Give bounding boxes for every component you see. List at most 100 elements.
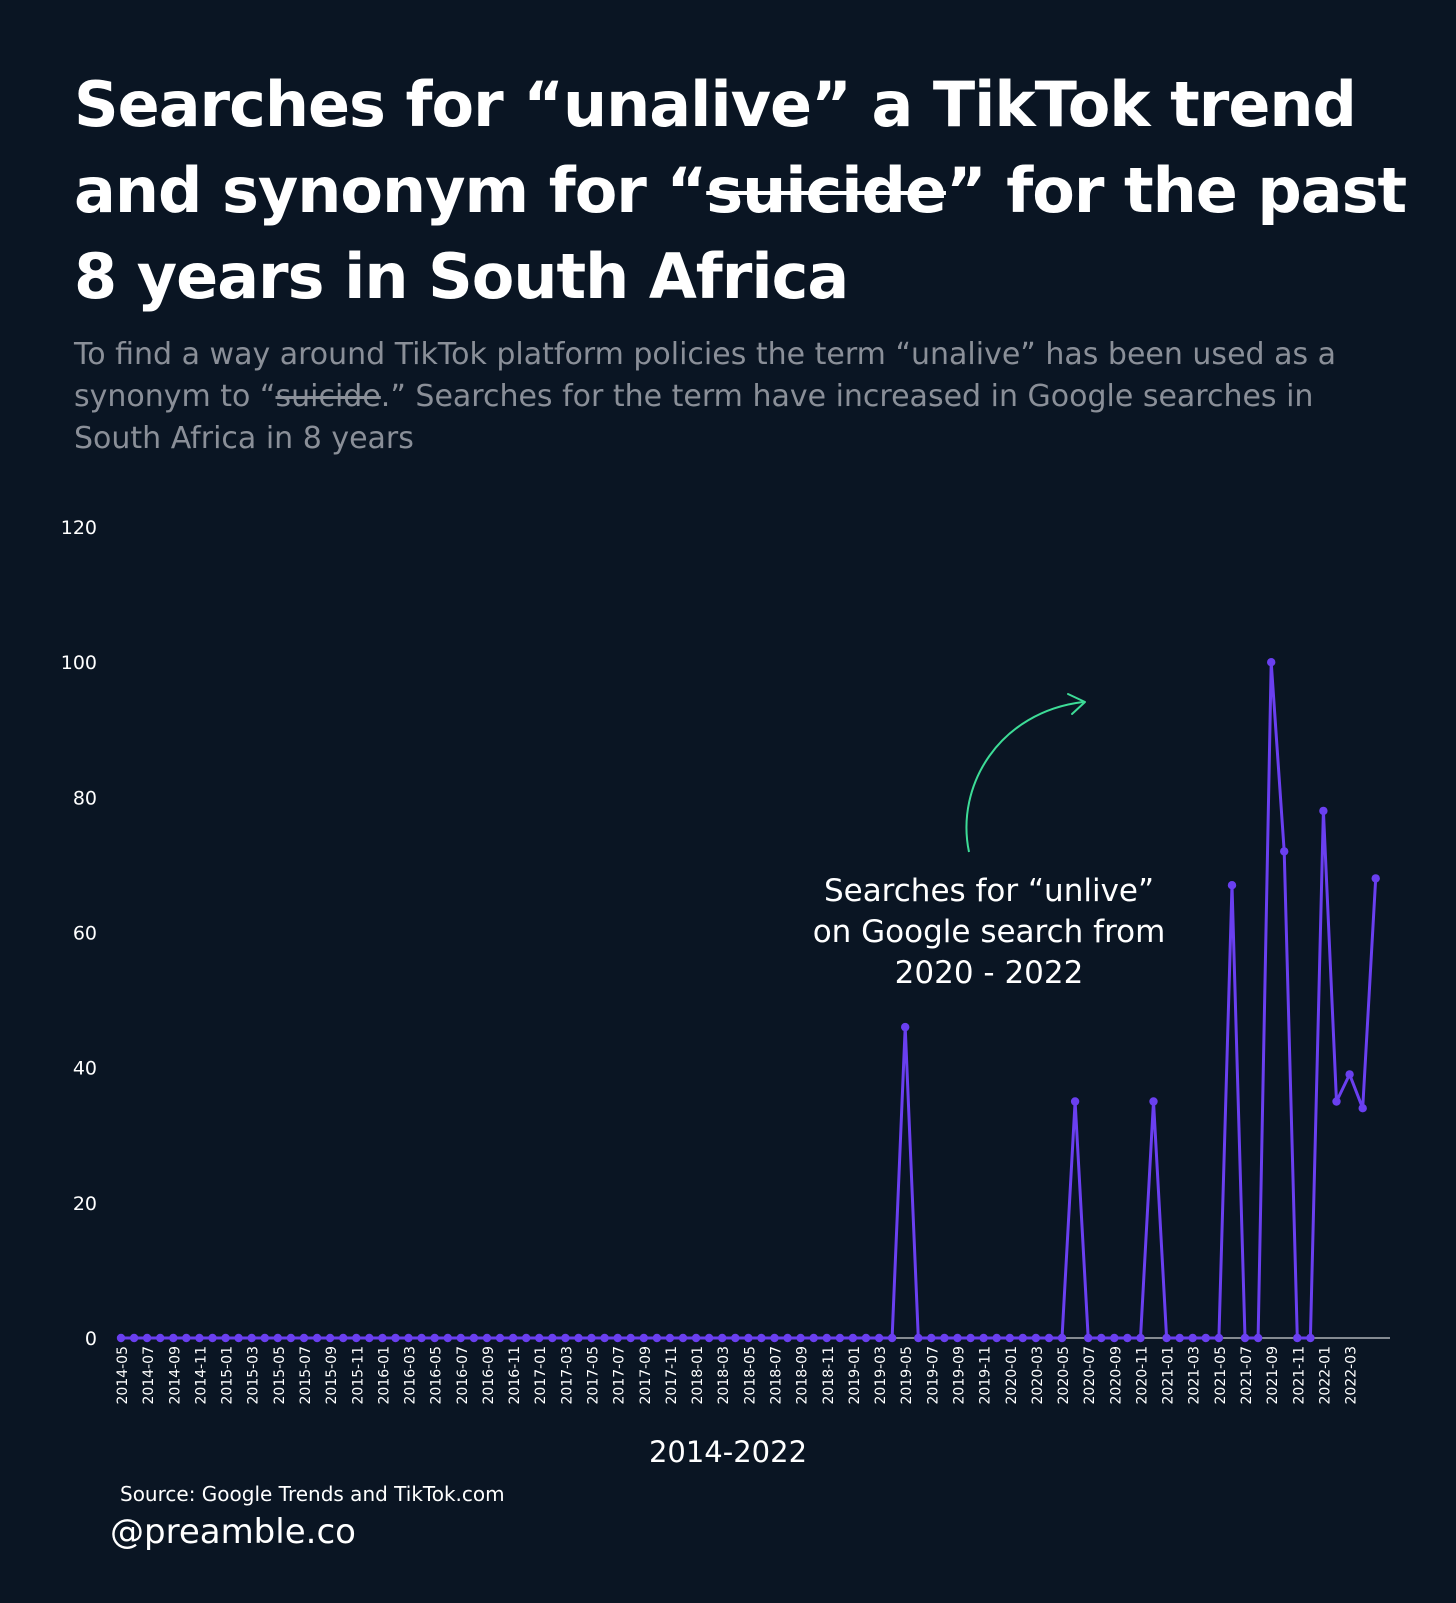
data-point — [992, 1333, 1001, 1343]
y-axis: 0 20 40 60 80 100 120 — [61, 517, 97, 1350]
y-tick-label: 40 — [73, 1058, 97, 1080]
annotation-line-2: on Google search from — [813, 914, 1166, 950]
y-tick-label: 60 — [73, 923, 97, 945]
x-tick-label: 2018-07 — [769, 1346, 785, 1405]
data-point — [548, 1333, 557, 1343]
x-tick-label: 2020-01 — [1004, 1346, 1020, 1405]
data-point — [796, 1333, 805, 1343]
title-strikethrough-word: suicide — [706, 154, 947, 227]
data-point — [901, 1022, 910, 1032]
data-point — [156, 1333, 165, 1343]
data-point — [1253, 1333, 1263, 1343]
x-tick-label: 2016-03 — [403, 1346, 419, 1405]
x-tick-label: 2021-01 — [1161, 1346, 1177, 1405]
x-tick-label: 2020-03 — [1030, 1346, 1046, 1405]
x-tick-label: 2014-11 — [193, 1346, 209, 1405]
data-point — [260, 1333, 269, 1343]
x-tick-label: 2019-03 — [873, 1346, 889, 1405]
data-point — [182, 1333, 191, 1343]
data-point — [613, 1333, 622, 1343]
x-tick-label: 2018-05 — [742, 1346, 758, 1405]
data-point — [129, 1333, 139, 1343]
data-point — [273, 1333, 282, 1343]
data-point — [691, 1333, 701, 1343]
data-point — [417, 1333, 426, 1343]
x-tick-label: 2020-05 — [1056, 1346, 1072, 1405]
x-tick-label: 2015-11 — [350, 1346, 366, 1405]
data-point — [247, 1333, 256, 1343]
x-tick-label: 2016-09 — [481, 1346, 497, 1405]
x-tick-label: 2018-09 — [795, 1346, 811, 1405]
data-point — [940, 1333, 949, 1343]
subtitle-text: To find a way around TikTok platform pol… — [74, 337, 1337, 414]
data-point — [731, 1333, 740, 1343]
data-point — [116, 1333, 126, 1343]
x-tick-label: 2019-07 — [925, 1346, 941, 1405]
data-point — [822, 1333, 831, 1343]
data-point — [495, 1333, 505, 1343]
data-point — [352, 1333, 361, 1343]
y-tick-label: 120 — [61, 517, 97, 539]
x-tick-label: 2016-07 — [455, 1346, 471, 1405]
x-tick-label: 2015-03 — [246, 1346, 262, 1405]
annotation-arrow — [965, 701, 1084, 853]
data-point — [195, 1333, 204, 1343]
data-point — [286, 1333, 296, 1343]
data-point — [1084, 1333, 1093, 1343]
data-point — [600, 1333, 609, 1343]
x-tick-label: 2016-11 — [507, 1346, 523, 1405]
x-tick-label: 2014-05 — [115, 1346, 131, 1405]
x-tick-label: 2017-11 — [664, 1346, 680, 1405]
data-point — [979, 1333, 988, 1343]
x-tick-label: 2021-09 — [1265, 1346, 1281, 1405]
x-tick-label: 2014-07 — [141, 1346, 157, 1405]
brand-handle: @preamble.co — [110, 1512, 356, 1552]
source-note: Source: Google Trends and TikTok.com — [120, 1482, 505, 1506]
x-tick-label: 2020-09 — [1108, 1346, 1124, 1405]
x-tick-label: 2021-05 — [1213, 1346, 1229, 1405]
subtitle-strikethrough-word: suicide — [275, 379, 381, 414]
x-tick-label: 2018-11 — [821, 1346, 837, 1405]
data-point — [718, 1333, 727, 1343]
data-point — [966, 1333, 975, 1343]
x-tick-label: 2018-03 — [716, 1346, 732, 1405]
data-point — [1267, 658, 1276, 667]
data-point — [1057, 1333, 1067, 1343]
x-tick-label: 2019-11 — [978, 1346, 994, 1405]
x-tick-label: 2016-01 — [376, 1346, 392, 1405]
x-tick-label: 2019-01 — [847, 1346, 863, 1405]
data-point — [1123, 1333, 1132, 1343]
data-point — [339, 1333, 348, 1343]
data-point — [809, 1333, 818, 1343]
data-point — [482, 1333, 492, 1343]
data-point — [561, 1333, 570, 1343]
data-point — [1175, 1333, 1184, 1343]
data-point — [1280, 847, 1289, 856]
data-point — [1227, 881, 1237, 890]
x-tick-label: 2019-09 — [951, 1346, 967, 1405]
x-tick-label: 2017-01 — [533, 1346, 549, 1405]
data-point — [770, 1333, 779, 1343]
data-points — [116, 658, 1380, 1343]
data-point — [1031, 1333, 1041, 1343]
x-tick-label: 2017-07 — [612, 1346, 628, 1405]
data-point — [1319, 806, 1328, 816]
annotation-line-1: Searches for “unlive” — [824, 873, 1154, 909]
data-point — [927, 1333, 936, 1343]
data-point — [221, 1333, 230, 1343]
data-point — [757, 1333, 766, 1343]
data-point — [299, 1333, 309, 1343]
data-point — [874, 1333, 884, 1343]
data-point — [1044, 1333, 1054, 1343]
y-tick-label: 20 — [73, 1193, 97, 1215]
data-point — [1214, 1333, 1224, 1343]
data-point — [508, 1333, 518, 1343]
data-point — [1293, 1333, 1302, 1343]
data-point — [1371, 874, 1380, 883]
x-axis: 2014-05 2014-07 2014-09 2014-11 2015-01 2015-… — [115, 1346, 1360, 1405]
data-point — [169, 1333, 178, 1343]
data-point — [365, 1333, 374, 1343]
x-tick-label: 2016-05 — [429, 1346, 445, 1405]
data-point — [1005, 1333, 1014, 1343]
